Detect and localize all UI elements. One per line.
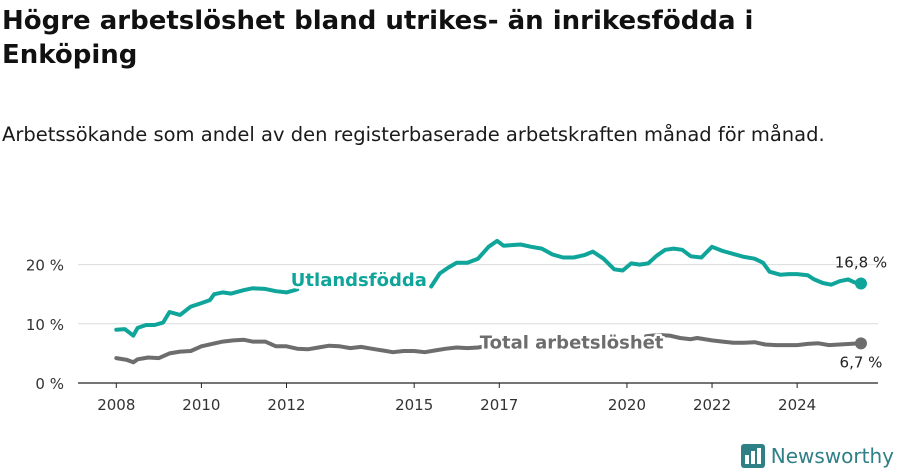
- x-tick-label: 2010: [182, 396, 220, 414]
- chart-subtitle: Arbetssökande som andel av den registerb…: [2, 123, 825, 146]
- series-end-point: [854, 277, 867, 290]
- brand-logo: Newsworthy: [740, 444, 894, 468]
- series-end-point: [854, 337, 867, 350]
- axes: 0 % 10 % 20 % 2008 2010 2012 2015 2017 2020 2022 2…: [26, 257, 878, 414]
- series-line-utlandsfodda: [429, 238, 863, 289]
- x-tick-label: 2024: [778, 396, 816, 414]
- x-tick-label: 2012: [267, 396, 305, 414]
- series-end-label: 16,8 %: [835, 254, 887, 272]
- series-lines: [114, 238, 867, 365]
- x-tick-label: 2020: [608, 396, 646, 414]
- newsworthy-logo-icon: [740, 444, 765, 468]
- series-line-total: [644, 333, 863, 348]
- series-line-utlandsfodda: [114, 286, 300, 338]
- x-tick-label: 2022: [693, 396, 731, 414]
- series-name-utlandsfodda: Utlandsfödda: [291, 270, 427, 291]
- x-tick-label: 2015: [395, 396, 433, 414]
- series-name-total: Total arbetslöshet: [480, 333, 664, 354]
- grid-lines: [78, 264, 878, 325]
- x-tick-label: 2008: [97, 396, 135, 414]
- brand-name: Newsworthy: [770, 444, 894, 468]
- x-tick-label: 2017: [480, 396, 518, 414]
- series-end-label: 6,7 %: [840, 353, 883, 371]
- series-line-total: [114, 337, 497, 365]
- y-tick-label: 20 %: [26, 257, 64, 275]
- y-tick-label: 10 %: [26, 316, 64, 334]
- chart-title: Högre arbetslöshet bland utrikes- än inr…: [2, 6, 754, 70]
- y-tick-label: 0 %: [35, 375, 64, 393]
- series-labels: 16,8 % 6,7 % Utlandsfödda Total arbetslöshe…: [288, 254, 887, 372]
